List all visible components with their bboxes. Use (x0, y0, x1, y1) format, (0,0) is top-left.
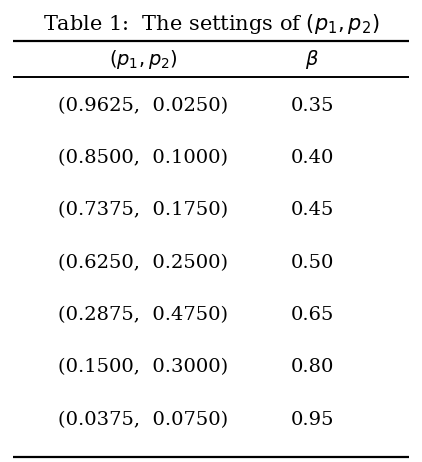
Text: 0.80: 0.80 (291, 359, 334, 377)
Text: 0.40: 0.40 (291, 149, 334, 167)
Text: (0.6250,  0.2500): (0.6250, 0.2500) (59, 254, 228, 272)
Text: (0.8500,  0.1000): (0.8500, 0.1000) (59, 149, 228, 167)
Text: (0.2875,  0.4750): (0.2875, 0.4750) (59, 306, 228, 324)
Text: 0.35: 0.35 (290, 97, 334, 115)
Text: Table 1:  The settings of $(p_1, p_2)$: Table 1: The settings of $(p_1, p_2)$ (43, 12, 379, 36)
Text: $(p_1, p_2)$: $(p_1, p_2)$ (109, 48, 178, 71)
Text: $\beta$: $\beta$ (306, 48, 319, 71)
Text: (0.9625,  0.0250): (0.9625, 0.0250) (58, 97, 229, 115)
Text: (0.1500,  0.3000): (0.1500, 0.3000) (58, 359, 229, 377)
Text: 0.45: 0.45 (291, 201, 334, 219)
Text: 0.65: 0.65 (291, 306, 334, 324)
Text: (0.7375,  0.1750): (0.7375, 0.1750) (58, 201, 229, 219)
Text: (0.0375,  0.0750): (0.0375, 0.0750) (58, 411, 229, 429)
Text: 0.95: 0.95 (290, 411, 334, 429)
Text: 0.50: 0.50 (291, 254, 334, 272)
